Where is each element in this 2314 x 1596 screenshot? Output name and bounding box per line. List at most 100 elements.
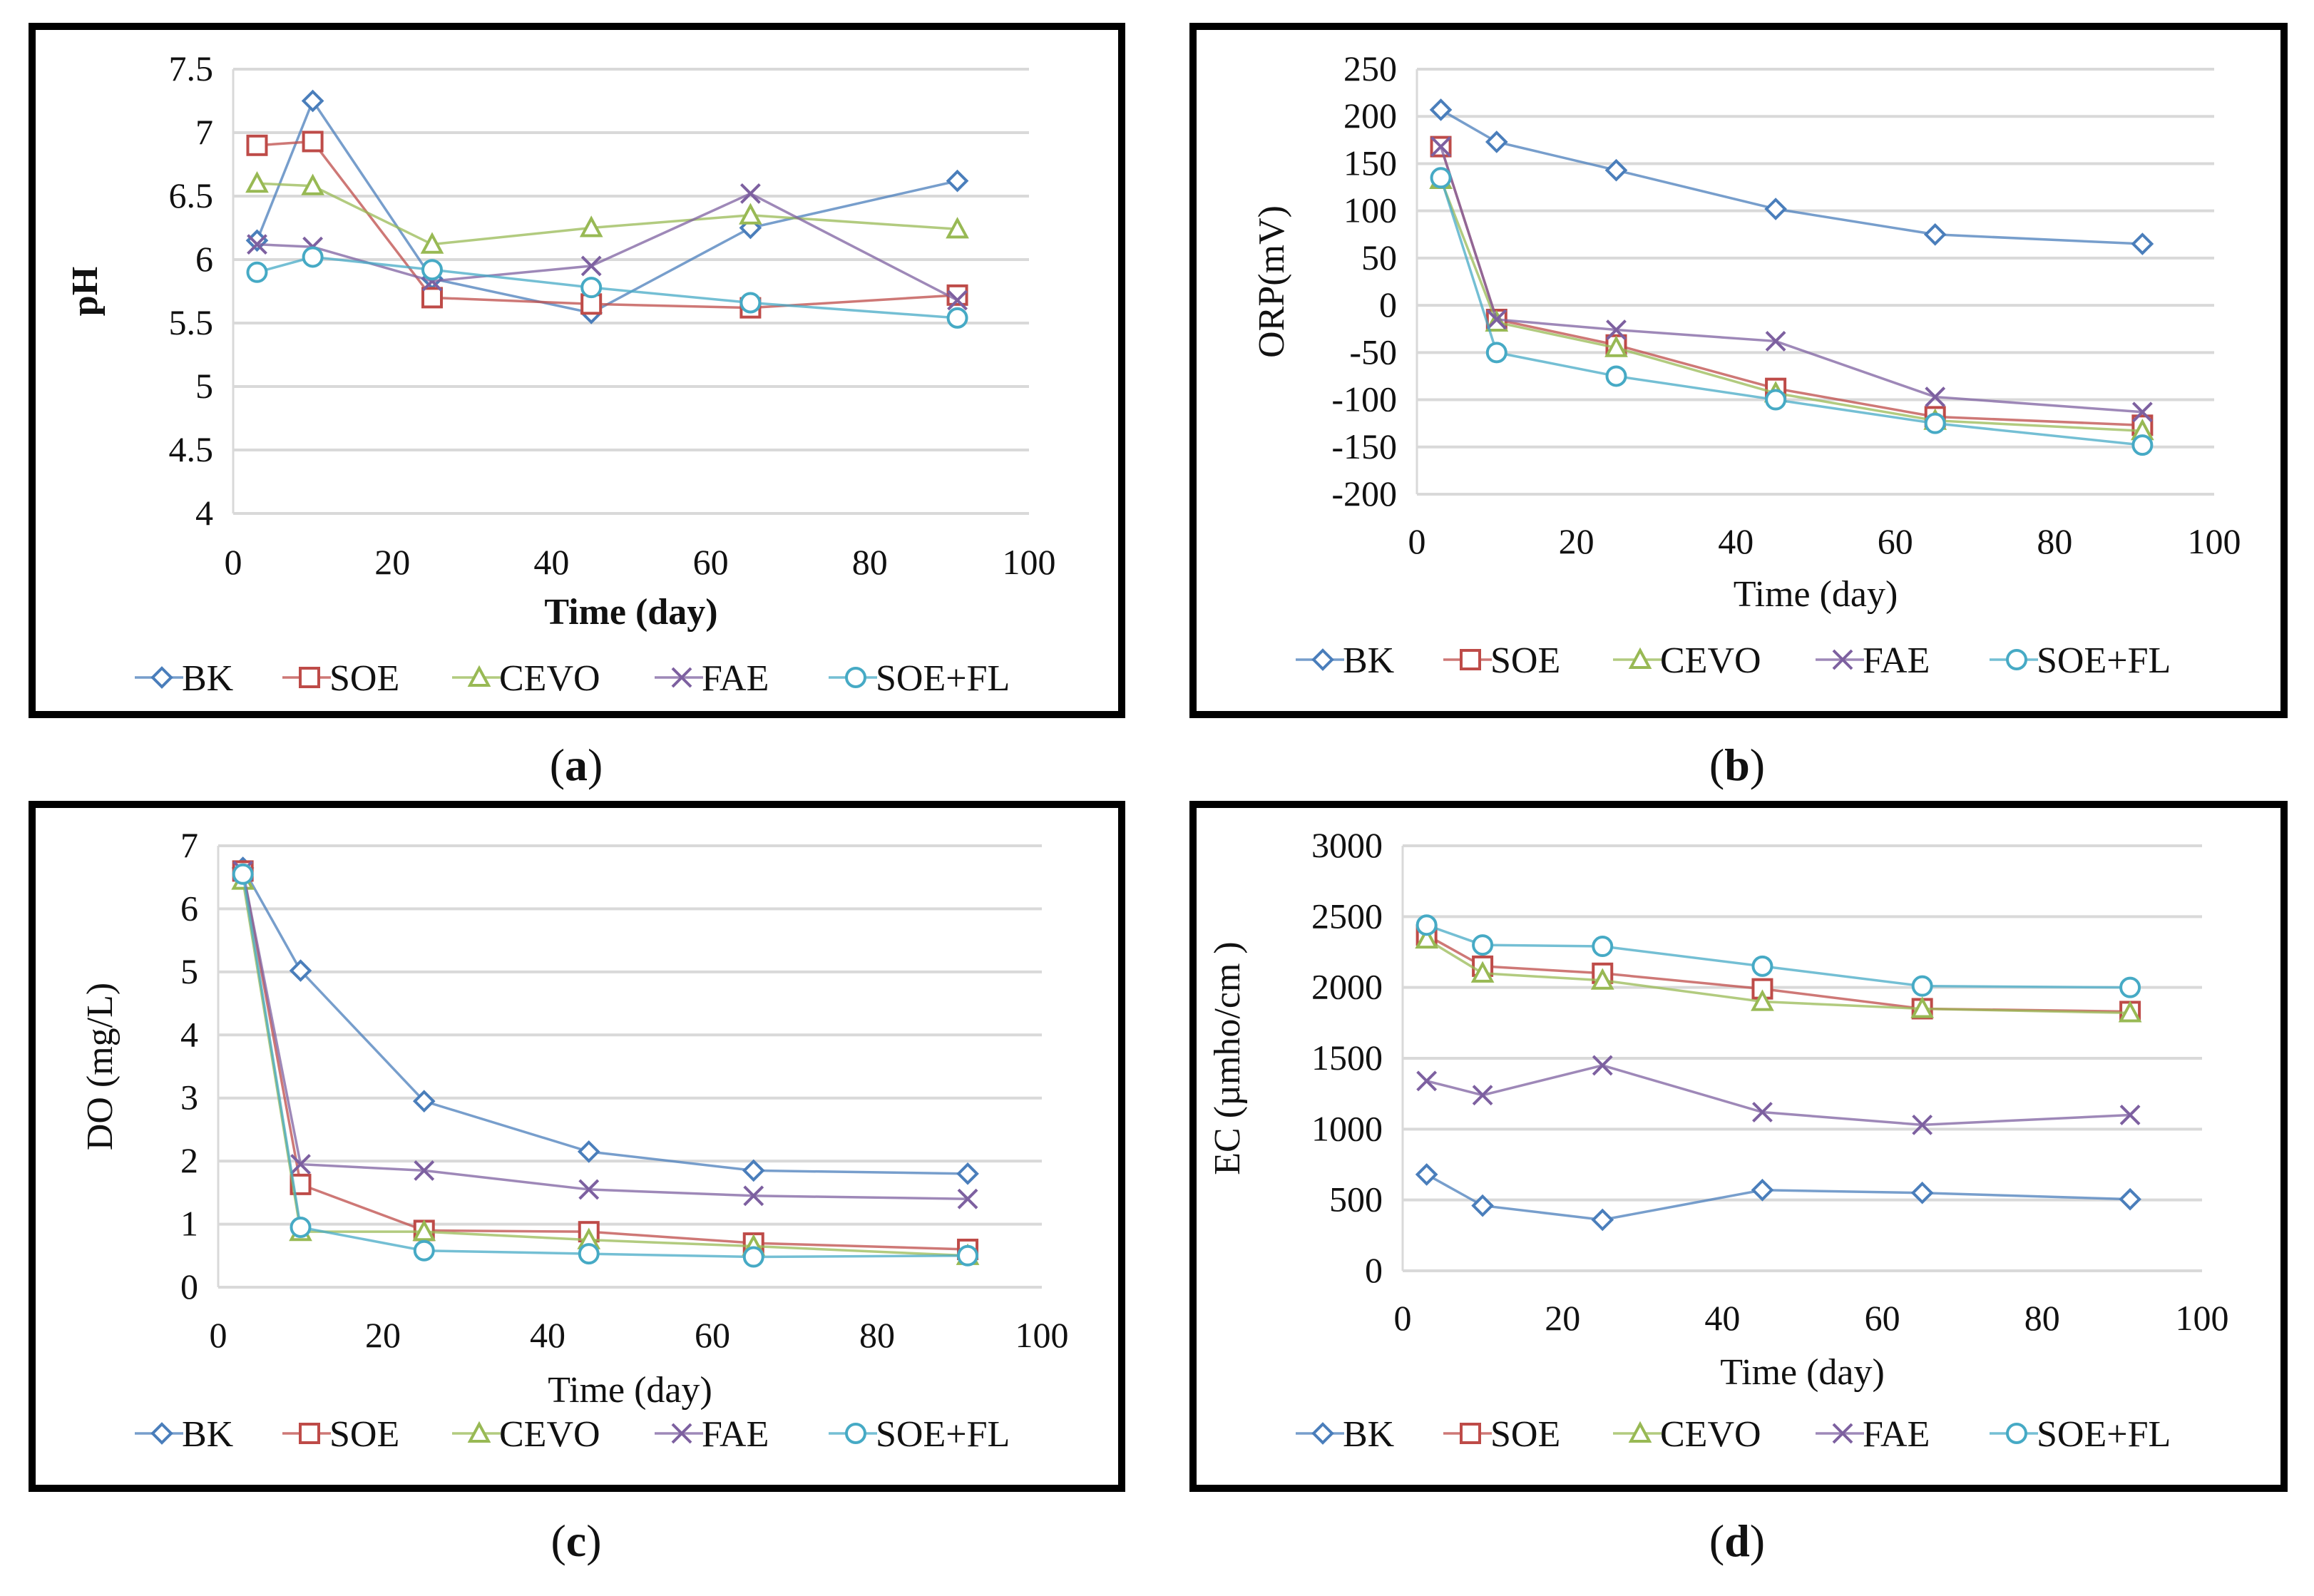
y-tick-label: 2 <box>180 1140 198 1180</box>
y-tick-label: 2000 <box>1311 967 1383 1007</box>
x-tick-label: 60 <box>695 1315 730 1355</box>
y-tick-label: 4.5 <box>169 429 214 469</box>
marker-stroke <box>1416 1070 1438 1092</box>
series-soe-plus-fl <box>1430 167 2154 456</box>
data-point <box>1592 936 1614 958</box>
x-tick-label: 60 <box>1878 521 1913 561</box>
x-tick-label: 0 <box>210 1315 227 1355</box>
x-tick-label: 100 <box>2176 1298 2229 1338</box>
legend-item: BK <box>135 1414 234 1455</box>
x-tick-label: 0 <box>225 542 242 582</box>
marker-stroke <box>1765 331 1786 352</box>
y-tick-label: 6 <box>180 888 198 928</box>
legend-label: CEVO <box>499 658 600 699</box>
data-point <box>1592 1055 1613 1076</box>
marker-stroke <box>2131 401 2153 423</box>
y-tick-label: 0 <box>1365 1250 1383 1290</box>
legend-marker-circle-icon <box>845 667 866 688</box>
x-tick-label: 40 <box>1704 1298 1740 1338</box>
legend-marker-x-icon <box>671 1423 692 1444</box>
series-bk <box>1429 98 2154 255</box>
series-bk <box>1415 1163 2141 1232</box>
series-line <box>1426 1064 2131 1127</box>
data-point <box>1751 955 1773 977</box>
panel-frame <box>29 23 1125 718</box>
series-soe-plus-fl <box>246 246 968 329</box>
y-axis-title: pH <box>65 267 106 316</box>
legend-marker-triangle-icon <box>1628 647 1652 670</box>
series-line <box>1440 108 2143 245</box>
legend-item: FAE <box>655 1414 769 1455</box>
legend-label: SOE <box>1490 1414 1560 1455</box>
data-point <box>1472 1085 1493 1106</box>
legend-marker-circle-icon <box>2006 649 2027 670</box>
legend-label: SOE <box>329 658 399 699</box>
marker-stroke <box>1752 1102 1773 1122</box>
data-point <box>2119 1187 2141 1211</box>
panel-label: (a) <box>550 740 603 790</box>
data-point <box>2119 976 2141 998</box>
legend-marker-triangle-icon <box>467 1421 491 1443</box>
data-point <box>1604 158 1628 182</box>
data-point <box>956 1162 979 1185</box>
marker-stroke <box>1592 1055 1613 1076</box>
data-point <box>246 261 268 283</box>
x-tick-label: 20 <box>374 542 410 582</box>
legend-item: SOE <box>282 658 399 699</box>
x-tick-label: 40 <box>533 542 569 582</box>
data-point <box>302 131 324 153</box>
data-point <box>957 1244 979 1267</box>
data-point <box>1415 926 1438 949</box>
legend: BK SOE CEVO FAE SOE+FL <box>135 658 1010 699</box>
data-point <box>739 203 762 225</box>
series-line <box>1425 938 2131 1015</box>
data-point <box>946 307 968 329</box>
data-point <box>742 1159 765 1182</box>
legend-marker-diamond-icon <box>150 666 173 689</box>
marker-stroke <box>671 1423 692 1444</box>
legend-label: BK <box>1343 640 1395 681</box>
legend-label: CEVO <box>1660 1414 1761 1455</box>
series-line <box>255 98 958 314</box>
y-tick-label: 6 <box>195 239 213 279</box>
legend-item: SOE <box>282 1414 399 1455</box>
data-point <box>247 234 267 255</box>
y-tick-label: 1500 <box>1311 1038 1383 1078</box>
legend-label: SOE+FL <box>876 658 1010 699</box>
data-point <box>2131 401 2153 423</box>
series-fae <box>1430 136 2153 423</box>
marker-stroke <box>739 183 761 204</box>
data-point <box>1752 1102 1773 1122</box>
panel-frame <box>29 801 1125 1492</box>
panel-label: (d) <box>1709 1515 1765 1566</box>
x-tick-label: 60 <box>1865 1298 1900 1338</box>
y-tick-label: -100 <box>1331 379 1397 419</box>
y-tick-label: -50 <box>1349 332 1397 372</box>
marker-stroke <box>414 1160 435 1181</box>
legend-marker-diamond-icon <box>1311 648 1334 671</box>
x-axis-title: Time (day) <box>548 1370 712 1411</box>
y-tick-label: 2500 <box>1311 896 1383 936</box>
legend-marker-diamond-icon <box>1311 1422 1334 1445</box>
series-line <box>257 182 958 246</box>
legend-marker-square-icon <box>1460 1423 1481 1444</box>
legend-label: BK <box>182 658 234 699</box>
data-point <box>290 1154 311 1175</box>
data-point <box>232 863 254 885</box>
data-point <box>421 287 443 309</box>
legend-item: CEVO <box>452 658 600 699</box>
data-point <box>579 215 603 237</box>
legend-item: SOE+FL <box>1990 640 2171 681</box>
data-point <box>946 169 969 193</box>
data-point <box>1416 1070 1438 1092</box>
series-line <box>1425 1173 2131 1222</box>
marker-stroke <box>1606 319 1627 340</box>
marker-stroke <box>1472 1085 1493 1106</box>
legend-marker-x-icon <box>1832 649 1853 670</box>
x-tick-label: 0 <box>1408 521 1426 561</box>
legend-item: SOE+FL <box>829 1414 1010 1455</box>
y-tick-label: 500 <box>1329 1180 1383 1219</box>
data-point <box>420 232 444 254</box>
marker-stroke <box>1832 1423 1853 1444</box>
series-line <box>1439 146 2143 414</box>
